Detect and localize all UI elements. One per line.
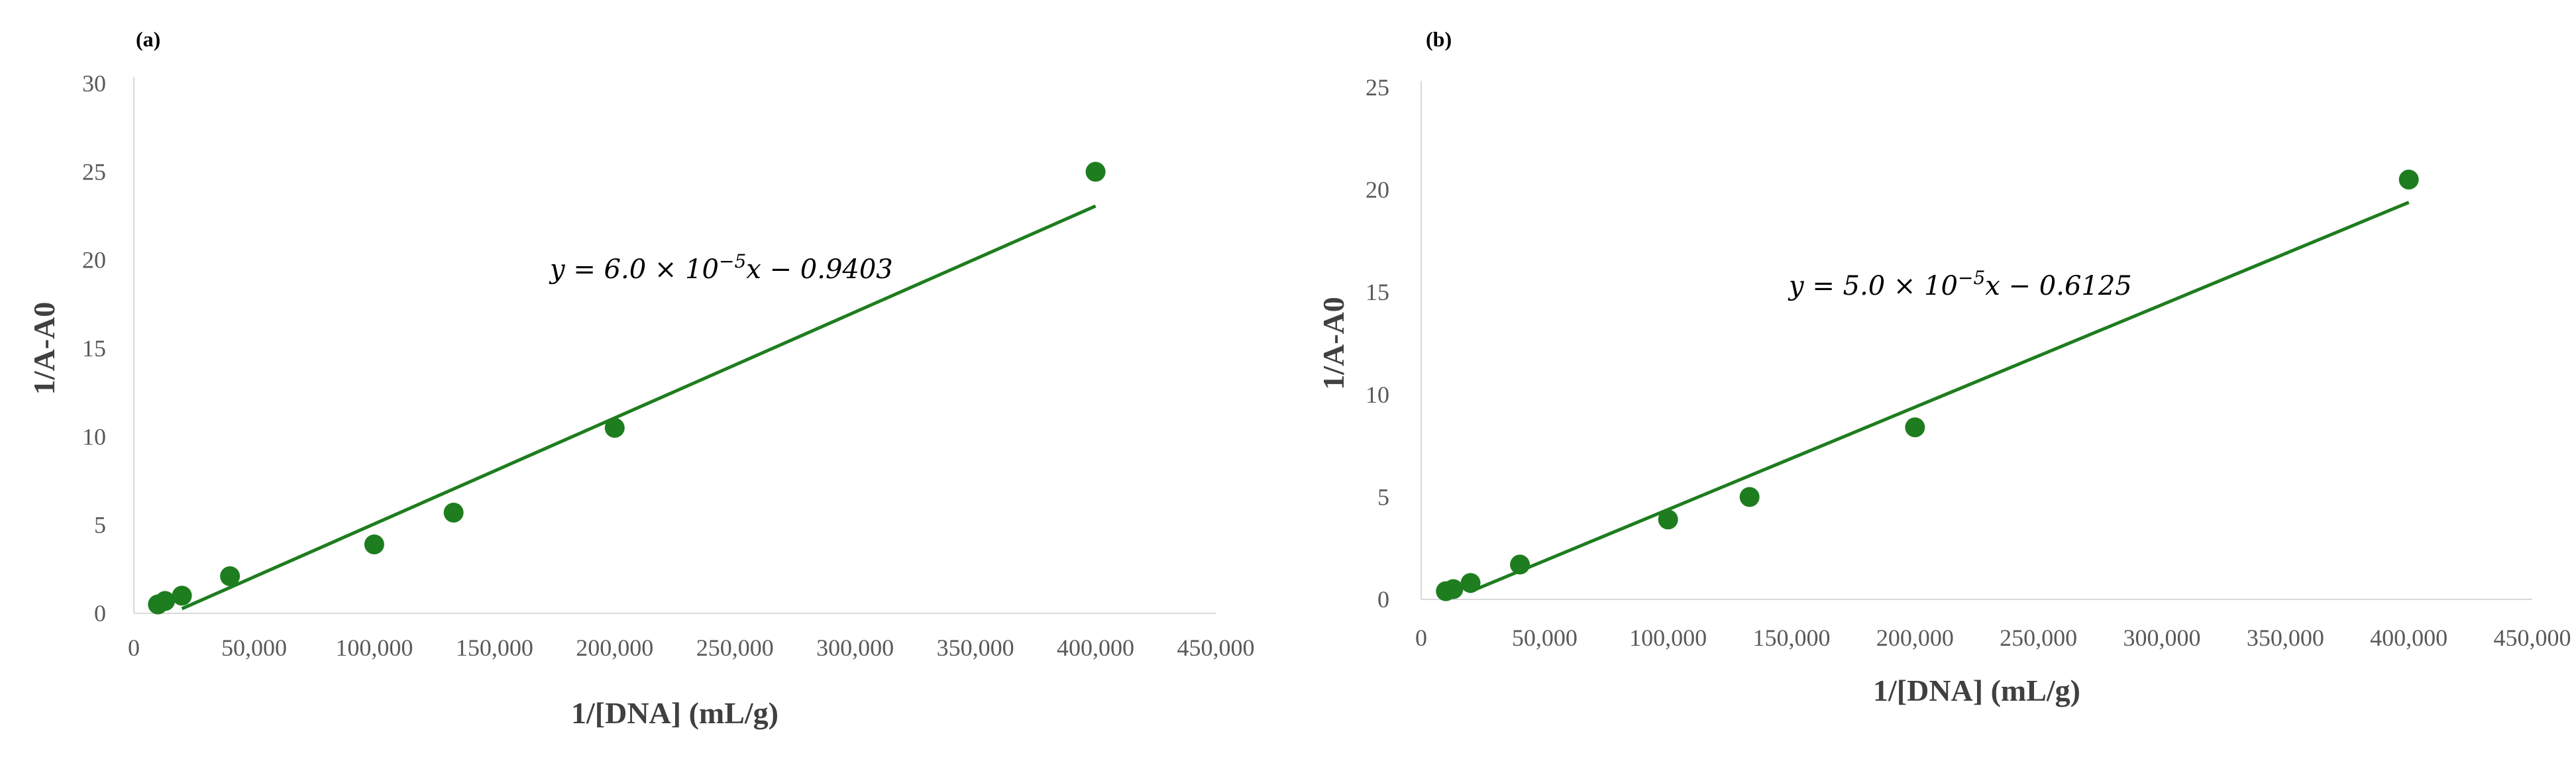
data-point <box>220 566 241 586</box>
x-tick-label: 50,000 <box>1512 625 1578 651</box>
chart-panel-b: 0 50,000 100,000 150,000 200,000 250,000 300,0… <box>1316 27 2571 707</box>
y-tick-label: 10 <box>1366 381 1389 408</box>
x-tick-label: 150,000 <box>1753 625 1831 651</box>
y-axis-title: 1/A-A0 <box>27 302 61 395</box>
y-tick-label: 10 <box>82 423 106 450</box>
x-tick-label: 250,000 <box>696 634 774 661</box>
x-axis-title: 1/[DNA] (mL/g) <box>571 696 778 730</box>
data-point <box>155 591 176 611</box>
y-tick-label: 25 <box>82 158 106 185</box>
y-tick-label: 5 <box>1377 483 1389 510</box>
data-point <box>604 418 625 438</box>
x-axis-title: 1/[DNA] (mL/g) <box>1873 674 2080 707</box>
y-tick-label: 5 <box>94 512 106 538</box>
x-tick-label: 300,000 <box>816 634 894 661</box>
y-tick-label: 30 <box>82 70 106 97</box>
x-tick-label: 100,000 <box>335 634 413 661</box>
y-tick-label: 20 <box>1366 177 1389 203</box>
y-tick-label: 20 <box>82 247 106 274</box>
equation-prefix: y = 6.0 × 10 <box>549 254 719 285</box>
equation-suffix: x − 0.9403 <box>746 254 892 285</box>
data-point <box>1739 487 1760 507</box>
y-tick-label: 0 <box>94 600 106 627</box>
y-tick-label: 15 <box>1366 279 1389 305</box>
data-point <box>2398 170 2419 190</box>
trendline-equation: y = 6.0 × 10−5x − 0.9403 <box>549 250 893 285</box>
y-tick-label: 0 <box>1377 586 1389 613</box>
data-point <box>1085 162 1106 182</box>
x-tick-label: 200,000 <box>576 634 653 661</box>
x-tick-label: 300,000 <box>2123 625 2201 651</box>
equation-suffix: x − 0.6125 <box>1985 271 2131 301</box>
equation-prefix: y = 5.0 × 10 <box>1788 271 1958 301</box>
data-point <box>1658 509 1678 530</box>
trendline <box>181 204 1097 611</box>
x-tick-label: 400,000 <box>1057 634 1134 661</box>
x-tick-label: 450,000 <box>1177 634 1255 661</box>
x-tick-label: 250,000 <box>2000 625 2077 651</box>
data-point <box>1905 417 1925 438</box>
data-point <box>1460 573 1481 593</box>
x-tick-label: 50,000 <box>221 634 287 661</box>
data-point <box>172 585 192 606</box>
x-tick-label: 0 <box>1415 625 1427 651</box>
x-tick-label: 350,000 <box>937 634 1014 661</box>
equation-exponent: −5 <box>1958 267 1985 289</box>
data-point <box>1443 579 1464 599</box>
equation-exponent: −5 <box>719 250 746 272</box>
data-point <box>1510 554 1530 575</box>
x-tick-label: 0 <box>128 634 140 661</box>
panel-label: (b) <box>1426 27 1452 51</box>
trendline <box>1470 201 2410 593</box>
x-tick-label: 400,000 <box>2370 625 2447 651</box>
y-axis-title: 1/A-A0 <box>1316 297 1350 390</box>
trendline-equation: y = 5.0 × 10−5x − 0.6125 <box>1788 267 2132 301</box>
x-tick-label: 100,000 <box>1629 625 1707 651</box>
x-tick-label: 150,000 <box>456 634 533 661</box>
data-point <box>364 534 384 554</box>
panel-label: (a) <box>136 27 160 51</box>
y-tick-label: 15 <box>82 335 106 362</box>
x-tick-label: 450,000 <box>2494 625 2571 651</box>
x-tick-label: 200,000 <box>1876 625 1954 651</box>
y-tick-label: 25 <box>1366 74 1389 101</box>
chart-panel-a: 0 50,000 100,000 150,000 200,000 250,000 300,0… <box>27 27 1255 730</box>
x-tick-label: 350,000 <box>2247 625 2324 651</box>
data-point <box>443 503 464 523</box>
